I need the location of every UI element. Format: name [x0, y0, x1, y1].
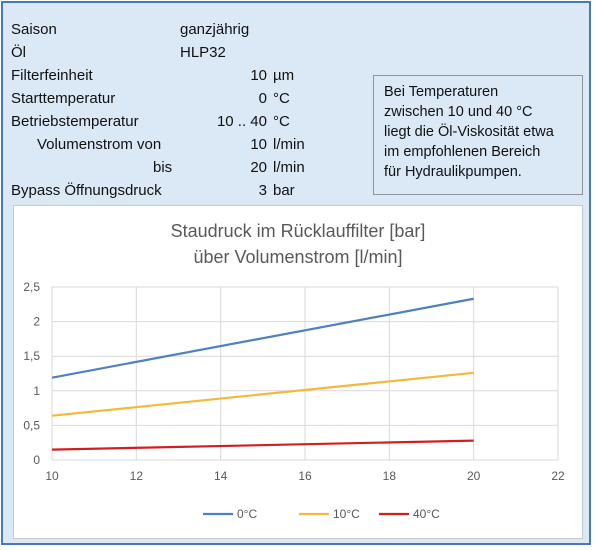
spec-row: Volumenstrom von 10 l/min: [11, 134, 341, 156]
legend-label: 40°C: [413, 507, 440, 521]
spec-row: Betriebstemperatur 10 .. 40 °C: [11, 111, 341, 133]
spec-unit: µm: [273, 67, 295, 84]
note-line: liegt die Öl-Viskosität etwa: [384, 124, 554, 140]
series-line-2: [51, 439, 474, 451]
spec-value: 10: [250, 136, 267, 153]
chart-title-line-1: Staudruck im Rücklauffilter [bar]: [171, 221, 426, 241]
note-line: im empfohlenen Bereich: [384, 144, 541, 160]
note-box: Bei Temperaturen zwischen 10 und 40 °C l…: [373, 75, 583, 195]
spec-row: Saison ganzjährig: [11, 19, 341, 41]
note-line: zwischen 10 und 40 °C: [384, 104, 533, 120]
x-tick-label: 10: [45, 469, 59, 483]
spec-label: Starttemperatur: [11, 90, 116, 107]
x-tick-label: 18: [383, 469, 397, 483]
spec-label: bis: [153, 159, 173, 176]
note-line: Bei Temperaturen: [384, 84, 499, 100]
legend-label: 10°C: [333, 507, 360, 521]
spec-unit: l/min: [273, 136, 305, 153]
spec-value: ganzjährig: [180, 21, 250, 38]
spec-value: 10 .. 40: [216, 113, 267, 130]
chart-title-line-2: über Volumenstrom [l/min]: [193, 247, 402, 267]
spec-label: Saison: [11, 21, 57, 38]
y-tick-label: 0: [33, 453, 40, 467]
spec-value: 3: [258, 182, 267, 199]
y-tick-label: 2: [33, 315, 40, 329]
spec-unit: °C: [273, 90, 290, 107]
y-tick-label: 0,5: [23, 418, 40, 432]
x-tick-label: 14: [214, 469, 228, 483]
spec-value: 20: [250, 159, 267, 176]
spec-row: Bypass Öffnungsdruck 3 bar: [11, 180, 341, 202]
spec-value: HLP32: [180, 44, 226, 61]
x-tick-label: 20: [467, 469, 481, 483]
x-tick-label: 16: [298, 469, 312, 483]
y-tick-label: 1: [33, 384, 40, 398]
spec-row: bis 20 l/min: [11, 157, 341, 179]
y-tick-label: 2,5: [23, 280, 40, 294]
spec-row: Starttemperatur 0 °C: [11, 88, 341, 110]
spec-unit: bar: [273, 182, 295, 199]
spec-label: Öl: [11, 44, 26, 61]
spec-label: Bypass Öffnungsdruck: [11, 182, 162, 199]
series-line-1: [51, 371, 474, 417]
info-panel: Saison ganzjährig Öl HLP32 Filterfeinheit 10 µ…: [1, 1, 591, 545]
spec-row: Filterfeinheit 10 µm: [11, 65, 341, 87]
series-line-0: [51, 297, 474, 379]
spec-value: 10: [250, 67, 267, 84]
x-tick-label: 12: [130, 469, 144, 483]
chart-svg: Staudruck im Rücklauffilter [bar] über V…: [23, 221, 565, 521]
spec-row: Öl HLP32: [11, 42, 341, 64]
legend-label: 0°C: [237, 507, 257, 521]
spec-unit: °C: [273, 113, 290, 130]
spec-unit: l/min: [273, 159, 305, 176]
spec-label: Volumenstrom von: [37, 136, 162, 153]
x-tick-label: 22: [551, 469, 565, 483]
y-tick-label: 1,5: [23, 349, 40, 363]
note-line: für Hydraulikpumpen.: [384, 164, 522, 180]
spec-value: 0: [258, 90, 267, 107]
chart-area: Staudruck im Rücklauffilter [bar] über V…: [13, 205, 583, 539]
spec-label: Filterfeinheit: [11, 67, 93, 84]
spec-label: Betriebstemperatur: [11, 113, 139, 130]
